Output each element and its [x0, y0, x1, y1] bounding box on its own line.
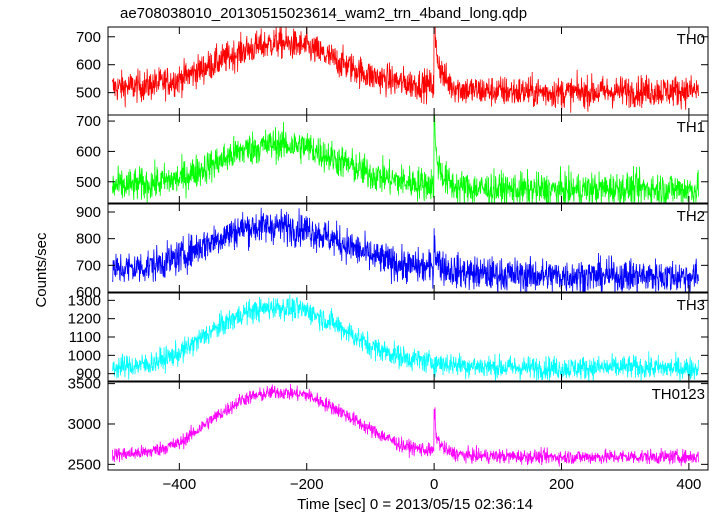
panel-frame — [107, 381, 709, 471]
x-tick-label: −400 — [162, 476, 196, 493]
x-axis-label: Time [sec] 0 = 2013/05/15 02:36:14 — [297, 496, 533, 513]
y-tick-label: 2500 — [68, 456, 101, 473]
panel-label-th1: TH1 — [677, 119, 705, 136]
panels-group: 500 600 700 TH0 500 600 700 TH1 600 700 800 900 TH2 9… — [68, 26, 709, 493]
series-line-th1 — [112, 115, 699, 203]
y-tick-label: 500 — [76, 85, 101, 102]
x-tick-label: −200 — [290, 476, 324, 493]
x-tick-label: 0 — [430, 476, 438, 493]
chart-title: ae708038010_20130515023614_wam2_trn_4ban… — [120, 5, 527, 22]
y-axis-label: Counts/sec — [33, 232, 50, 308]
x-tick-label: 400 — [676, 476, 701, 493]
y-tick-label: 1200 — [68, 311, 101, 328]
series-line-th2 — [112, 207, 699, 292]
y-tick-label: 600 — [76, 284, 101, 301]
panel-label-th2: TH2 — [677, 208, 705, 225]
y-tick-label: 700 — [76, 29, 101, 46]
panel-frame — [107, 114, 709, 204]
y-tick-label: 1300 — [68, 292, 101, 309]
y-tick-label: 700 — [76, 257, 101, 274]
panel-frame — [107, 203, 709, 293]
series-line-th0 — [112, 27, 699, 113]
y-tick-label: 900 — [76, 204, 101, 221]
panel-label-th0: TH0 — [677, 31, 705, 48]
y-tick-label: 600 — [76, 57, 101, 74]
y-tick-label: 800 — [76, 231, 101, 248]
y-tick-label: 600 — [76, 143, 101, 160]
series-line-th3 — [112, 294, 699, 381]
panel-label-th3: TH3 — [677, 297, 705, 314]
y-tick-label: 1100 — [69, 329, 101, 346]
y-tick-label: 900 — [76, 366, 101, 383]
y-tick-label: 500 — [76, 174, 101, 191]
y-tick-label: 3000 — [68, 416, 101, 433]
series-line-th0123 — [112, 383, 699, 467]
y-tick-label: 700 — [76, 113, 101, 130]
y-tick-label: 1000 — [68, 347, 101, 364]
x-tick-label: 200 — [549, 476, 574, 493]
y-tick-label: 3500 — [68, 376, 101, 393]
panel-label-th0123: TH0123 — [652, 386, 705, 403]
